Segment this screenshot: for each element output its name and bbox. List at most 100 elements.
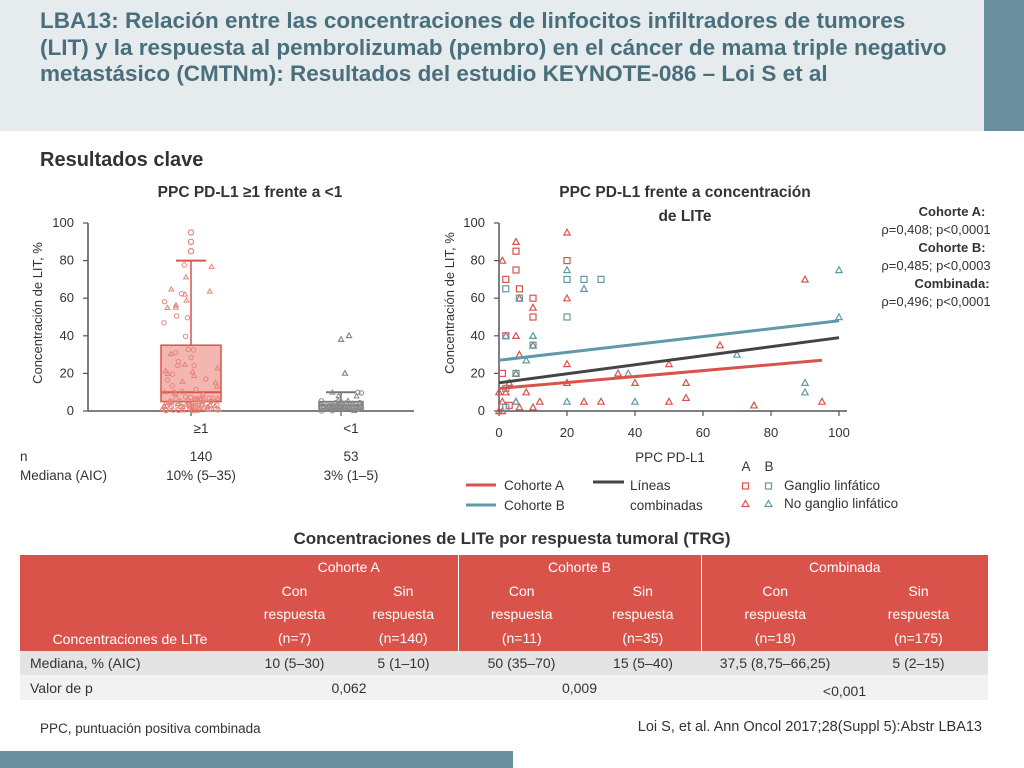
box-point [168,398,175,405]
legend-label-combined-1: Líneas [630,478,671,493]
chart1-ytick-label: 0 [67,403,74,418]
chart1-ytick-label: 60 [60,290,74,305]
scatter-point [681,378,691,386]
box-point [199,390,207,397]
scatter-point [562,227,572,236]
p-value-combined: <0,001 [701,675,988,700]
box-point [213,382,221,389]
subheader-l1-0: Con [240,579,349,602]
scatter-point [749,400,759,409]
scatter-point [834,265,844,274]
chart2-ytick-label: 0 [478,403,485,418]
chart1-title: PPC PD-L1 ≥1 frente a <1 [158,184,343,201]
chart1-ytick-label: 100 [52,215,74,230]
chart2-ytick-label: 60 [471,290,485,305]
table-title: Concentraciones de LITe por respuesta tu… [293,529,731,548]
scatter-point [664,359,674,368]
scatter-point [528,402,538,411]
subheader-l2-1: respuesta [349,602,459,625]
box-point [179,406,186,413]
corr-value-a: ρ=0,408; p<0,0001 [881,222,990,237]
subheader-l2-3: respuesta [585,602,702,625]
scatter-point [715,340,725,349]
box-point [178,290,185,297]
legend-col-b: B [764,459,773,474]
scatter-point [529,294,537,302]
scatter-point [511,397,521,405]
chart1-ytick-label: 80 [60,253,74,268]
median-value-2: 50 (35–70) [458,651,585,675]
box-point [195,404,202,411]
corr-label-b: Cohorte B: [918,240,985,255]
chart2-legend: Cohorte A Cohorte B Líneas combinadas A … [466,459,898,513]
scatter-point [562,397,572,405]
legend-label-combined-2: combinadas [630,498,703,513]
chart1-ytick-label: 40 [60,328,74,343]
chart1-ytick-label: 20 [60,365,74,380]
box-point [161,320,167,326]
scatter-point [511,368,521,377]
scatter-point [515,293,524,302]
median-row-label: Mediana, % (AIC) [20,651,240,675]
box-point [191,400,199,406]
scatter-point [535,397,545,405]
scatter-point [512,369,520,377]
box-point [175,358,181,365]
chart1-ylabel: Concentración de LIT, % [30,242,45,384]
box-point [201,405,207,411]
box-point [350,406,356,412]
box-point [332,404,339,411]
chart1-n-value-1: 140 [190,449,213,464]
box-outlier [341,369,349,376]
group-header-cohort-a: Cohorte A [240,555,459,579]
box-point [211,402,219,409]
subheader-l1-5: Sin [849,579,988,602]
scatter-point [515,285,524,293]
chart2-ytick-label: 80 [471,253,485,268]
box-point [335,392,342,399]
box-point [167,405,173,411]
subheader-n-1: (n=140) [349,625,459,651]
scatter-point [502,403,510,411]
scatter-point [502,275,510,284]
legend-square-b [764,482,773,490]
scatter-chart: PPC PD-L1 frente a concentración de LITe… [442,184,991,513]
subheader-n-5: (n=175) [849,625,988,651]
box-point [334,396,342,403]
scatter-point [562,265,572,274]
box-point [182,333,189,340]
scatter-point [528,340,538,349]
box-point [185,401,192,408]
box-point [318,408,325,414]
box-outlier [187,238,195,246]
chart2-ylabel: Concentración de LIT, % [442,232,457,374]
scatter-point [515,294,524,302]
box-point [190,372,198,378]
box-point [189,368,196,374]
scatter-point [501,331,511,339]
chart2-title-line1: PPC PD-L1 frente a concentración [559,184,811,201]
box-point [329,388,336,395]
chart1-median-value-1: 10% (5–35) [166,468,236,483]
box-point [168,285,175,292]
box-point [351,407,358,414]
scatter-point [511,237,521,245]
box-point [193,386,199,393]
box-point [357,400,363,406]
legend-label-no-lymph-node: No ganglio linfático [784,496,898,511]
box-outlier [337,335,345,342]
subheader-n-4: (n=18) [701,625,849,651]
box-point [172,301,180,308]
box-point [344,403,352,410]
scatter-point [623,368,633,377]
box-point [184,315,191,321]
scatter-point [563,256,571,265]
scatter-point [596,397,606,405]
chart1-n-label: n [20,449,28,464]
group-header-cohort-b: Cohorte B [458,555,702,579]
chart2-xtick-label: 40 [628,425,642,440]
scatter-point [528,331,538,339]
chart2-xtick-label: 0 [495,425,502,440]
chart1-median-value-2: 3% (1–5) [324,468,379,483]
bottom-accent-bar [0,751,513,768]
